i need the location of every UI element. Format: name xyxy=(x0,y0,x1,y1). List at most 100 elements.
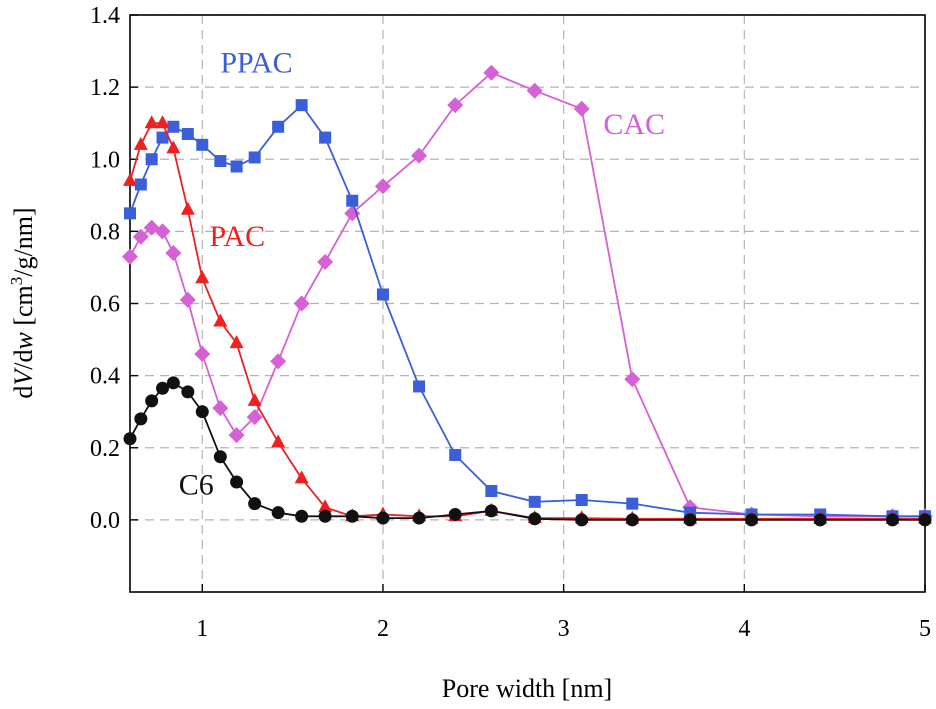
data-point-c6 xyxy=(145,394,159,408)
data-point-pac xyxy=(155,115,170,129)
y-axis-label-sup: 3 xyxy=(7,277,26,286)
data-point-ppac xyxy=(449,448,462,461)
data-point-c6 xyxy=(123,432,137,446)
data-point-c6 xyxy=(745,513,759,527)
data-point-c6 xyxy=(412,511,426,525)
y-axis-label-prefix: d xyxy=(9,386,38,399)
data-point-c6 xyxy=(166,376,180,390)
data-point-ppac xyxy=(346,194,359,207)
data-point-cac xyxy=(154,223,171,240)
data-point-cac xyxy=(246,409,263,426)
data-point-c6 xyxy=(484,504,498,518)
data-point-ppac xyxy=(626,497,639,510)
data-point-c6 xyxy=(918,513,932,527)
y-tick-label: 0.8 xyxy=(90,219,120,245)
series-line-cac xyxy=(129,71,925,518)
series-labels: PPAC CAC PAC C6 xyxy=(179,47,665,502)
x-tick-label: 3 xyxy=(558,616,570,642)
data-point-pac xyxy=(229,335,244,349)
data-point-pac xyxy=(166,140,181,154)
data-point-c6 xyxy=(683,513,697,527)
series-group xyxy=(122,64,933,527)
data-point-cac xyxy=(344,205,361,222)
y-axis-label-w: w xyxy=(9,331,38,349)
data-point-ppac xyxy=(181,128,194,141)
data-point-ppac xyxy=(124,207,136,220)
data-point-cac xyxy=(411,147,428,164)
data-point-cac xyxy=(483,64,500,81)
data-point-c6 xyxy=(528,512,542,526)
y-axis-label: dV/dw [cm3/g/nm] xyxy=(7,207,38,398)
data-point-cac xyxy=(317,254,334,271)
series-cac xyxy=(122,64,933,525)
y-tick-label: 1.2 xyxy=(90,75,120,101)
x-tick-label: 5 xyxy=(919,616,931,642)
data-point-pac xyxy=(213,313,228,327)
data-point-c6 xyxy=(448,507,462,521)
data-point-cac xyxy=(270,353,287,370)
data-point-pac xyxy=(294,470,309,484)
data-point-cac xyxy=(293,295,310,312)
data-point-c6 xyxy=(295,509,309,523)
data-point-c6 xyxy=(376,511,390,525)
data-point-ppac xyxy=(575,494,588,507)
data-point-c6 xyxy=(248,497,262,511)
data-point-cac xyxy=(447,97,464,114)
axis-ticks: 1 2 3 4 5 0.0 0.2 0.4 0.6 0.8 1.0 1.2 1.4 xyxy=(90,3,931,642)
data-point-ppac xyxy=(248,151,261,164)
data-point-pac xyxy=(271,434,286,448)
data-point-pac xyxy=(123,172,137,186)
data-point-ppac xyxy=(196,138,209,151)
data-point-c6 xyxy=(181,385,195,399)
data-point-pac xyxy=(195,270,210,284)
y-tick-label: 0.0 xyxy=(90,508,120,534)
y-tick-label: 0.6 xyxy=(90,292,120,318)
data-point-ppac xyxy=(413,380,426,393)
series-label-c6: C6 xyxy=(179,469,214,502)
data-point-ppac xyxy=(272,120,285,133)
data-point-cac xyxy=(374,178,391,195)
data-point-pac xyxy=(318,499,333,513)
x-axis-label: Pore width [nm] xyxy=(442,674,612,703)
y-axis-label-open: [cm xyxy=(9,285,38,332)
data-point-ppac xyxy=(485,485,498,498)
data-point-c6 xyxy=(195,405,209,419)
data-point-c6 xyxy=(213,450,227,464)
series-c6 xyxy=(123,376,932,527)
data-point-ppac xyxy=(376,288,389,301)
data-point-cac xyxy=(526,82,543,99)
x-tick-label: 4 xyxy=(738,616,750,642)
data-point-c6 xyxy=(345,509,359,523)
x-tick-label: 1 xyxy=(196,616,208,642)
data-point-cac xyxy=(212,400,229,417)
y-axis-label-close: /g/nm] xyxy=(9,207,38,276)
series-line-pac xyxy=(129,122,925,520)
data-point-cac xyxy=(165,245,182,262)
series-label-ppac: PPAC xyxy=(220,47,292,80)
data-point-ppac xyxy=(134,178,147,191)
x-tick-label: 2 xyxy=(377,616,389,642)
data-point-c6 xyxy=(575,513,589,527)
data-point-cac xyxy=(624,371,641,388)
y-tick-label: 0.4 xyxy=(90,364,120,390)
data-point-ppac xyxy=(319,131,332,144)
series-label-cac: CAC xyxy=(603,108,665,141)
data-point-cac xyxy=(122,248,138,265)
data-point-ppac xyxy=(295,99,308,112)
data-point-ppac xyxy=(528,495,541,508)
data-point-pac xyxy=(144,115,159,129)
data-point-cac xyxy=(228,427,245,444)
data-point-c6 xyxy=(318,509,332,523)
data-point-ppac xyxy=(214,155,227,168)
data-point-c6 xyxy=(813,513,827,527)
data-point-c6 xyxy=(230,475,244,489)
data-point-pac xyxy=(180,201,195,215)
y-tick-label: 1.0 xyxy=(90,147,120,173)
y-tick-label: 1.4 xyxy=(90,3,120,29)
series-line-ppac xyxy=(129,103,925,518)
data-point-ppac xyxy=(156,131,169,144)
data-point-cac xyxy=(573,100,590,117)
y-axis-label-slash: /d xyxy=(9,349,38,369)
data-point-cac xyxy=(132,228,149,245)
